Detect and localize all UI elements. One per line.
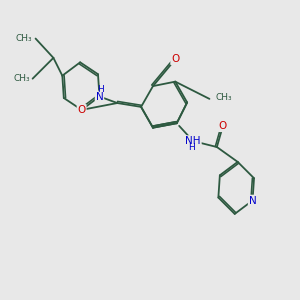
Text: NH: NH	[185, 136, 201, 146]
Text: H: H	[188, 143, 195, 152]
Text: O: O	[219, 121, 227, 131]
Text: O: O	[171, 54, 179, 64]
Text: CH₃: CH₃	[215, 93, 232, 102]
Text: N: N	[249, 196, 256, 206]
Text: CH₃: CH₃	[13, 74, 30, 83]
Text: N: N	[96, 92, 103, 101]
Text: O: O	[77, 105, 86, 115]
Text: H: H	[98, 85, 104, 94]
Text: CH₃: CH₃	[16, 34, 33, 43]
